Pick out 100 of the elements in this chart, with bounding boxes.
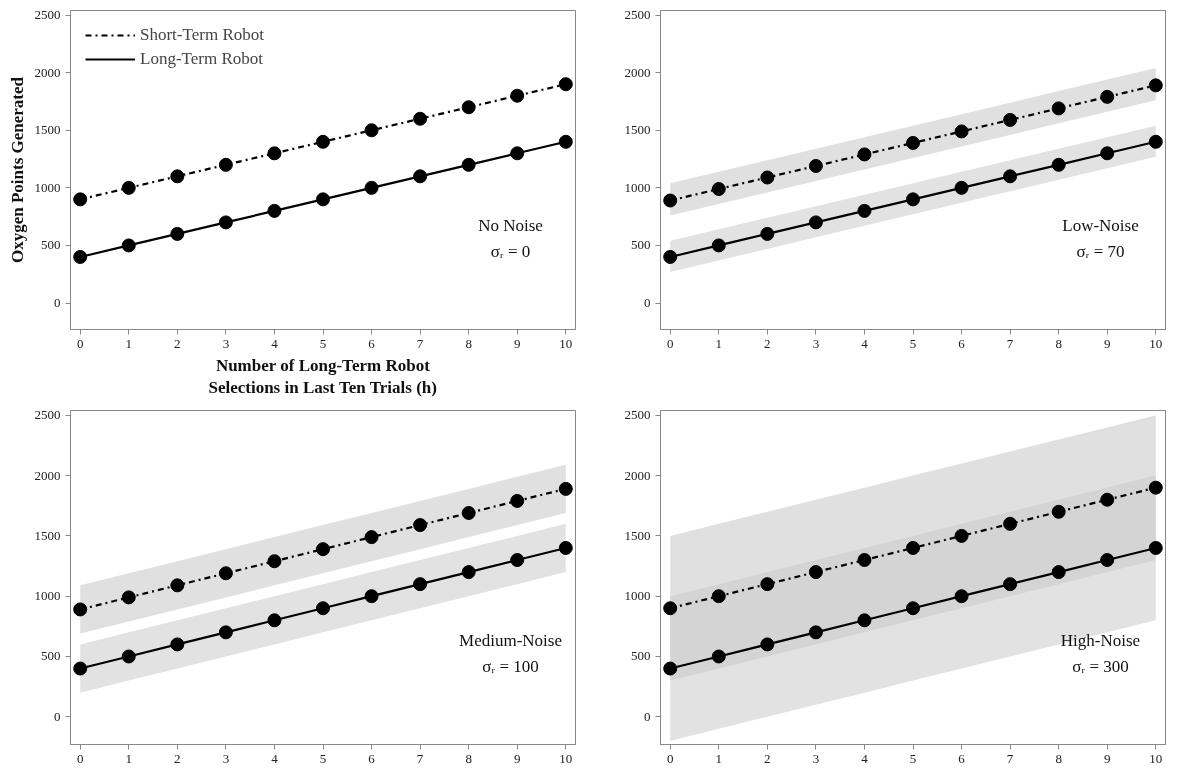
- x-tick-label: 2: [764, 750, 771, 766]
- x-tick-label: 9: [1103, 335, 1111, 351]
- point: [364, 180, 379, 195]
- x-tick-label: 1: [125, 335, 133, 351]
- point: [906, 135, 920, 150]
- point: [857, 613, 872, 628]
- point: [316, 134, 330, 149]
- annotation: Low-Noise: [1062, 215, 1139, 235]
- x-tick-label: 5: [319, 335, 327, 351]
- point: [267, 203, 282, 218]
- x-tick-label: 1: [715, 750, 723, 766]
- y-tick-label: 1000: [624, 179, 651, 195]
- y-axis-title: Oxygen Points Generated: [7, 76, 27, 264]
- point: [461, 506, 476, 520]
- point: [663, 661, 678, 676]
- point: [73, 192, 88, 207]
- point: [760, 226, 775, 241]
- point: [316, 192, 330, 207]
- x-tick-label: 1: [715, 335, 723, 351]
- point: [461, 100, 476, 115]
- legend-label: Short-Term Robot: [140, 25, 264, 45]
- point: [760, 170, 775, 185]
- point: [316, 601, 330, 616]
- annotation: No Noise: [478, 215, 543, 235]
- y-tick-label: 1500: [624, 527, 651, 543]
- x-tick-label: 4: [861, 750, 869, 766]
- point: [121, 649, 136, 664]
- x-tick-label: 3: [812, 335, 820, 351]
- point: [413, 518, 428, 533]
- point: [1003, 516, 1018, 531]
- x-tick-label: 4: [271, 335, 279, 351]
- annotation: Medium-Noise: [459, 630, 562, 650]
- x-tick-label: 5: [909, 335, 917, 351]
- point: [364, 589, 379, 604]
- point: [1100, 89, 1115, 104]
- x-tick-label: 3: [222, 335, 230, 351]
- point: [663, 193, 678, 208]
- point: [267, 146, 282, 161]
- point: [954, 180, 969, 195]
- legend-label: Long-Term Robot: [140, 49, 263, 69]
- x-tick-label: 9: [513, 750, 521, 766]
- point: [1148, 480, 1163, 495]
- point: [1051, 157, 1066, 172]
- point: [413, 169, 428, 184]
- annotation: High-Noise: [1060, 630, 1141, 650]
- point: [760, 637, 775, 652]
- y-tick-label: 2500: [34, 7, 61, 23]
- point: [267, 613, 282, 628]
- point: [906, 601, 920, 616]
- point: [558, 481, 573, 496]
- x-tick-label: 3: [812, 750, 820, 766]
- x-tick-label: 7: [416, 335, 424, 351]
- point: [1100, 492, 1115, 507]
- x-tick-label: 1: [125, 750, 133, 766]
- point: [1003, 577, 1018, 592]
- point: [73, 602, 88, 617]
- x-tick-label: 10: [559, 335, 573, 351]
- y-tick-label: 2000: [34, 467, 61, 483]
- point: [170, 169, 185, 184]
- y-tick-label: 500: [41, 648, 61, 664]
- point: [906, 192, 920, 207]
- point: [218, 566, 233, 581]
- y-tick-label: 0: [54, 295, 61, 311]
- point: [558, 134, 573, 149]
- point: [1100, 146, 1115, 161]
- y-tick-label: 0: [54, 708, 61, 724]
- point: [218, 157, 233, 172]
- x-tick-label: 4: [271, 750, 279, 766]
- x-tick-label: 0: [666, 335, 674, 351]
- x-tick-label: 7: [416, 750, 424, 766]
- annotation: σᵣ = 0: [490, 241, 531, 261]
- point: [121, 590, 136, 605]
- x-tick-label: 6: [958, 335, 966, 351]
- point: [170, 578, 185, 593]
- y-tick-label: 1000: [34, 179, 61, 195]
- y-tick-label: 2000: [624, 64, 651, 80]
- point: [170, 226, 185, 241]
- point: [316, 542, 330, 557]
- annotation: σᵣ = 300: [1072, 656, 1129, 676]
- y-tick-label: 1500: [34, 527, 61, 543]
- point: [218, 215, 233, 230]
- x-tick-label: 4: [861, 335, 869, 351]
- point: [218, 625, 233, 640]
- point: [857, 147, 872, 162]
- point: [510, 146, 525, 161]
- y-tick-label: 2500: [34, 407, 61, 423]
- x-tick-label: 0: [76, 335, 84, 351]
- point: [1003, 169, 1018, 184]
- point: [510, 493, 525, 508]
- point: [461, 565, 476, 580]
- point: [170, 637, 185, 652]
- point: [1148, 540, 1163, 555]
- x-tick-label: 6: [368, 750, 376, 766]
- point: [413, 577, 428, 592]
- x-tick-label: 3: [222, 750, 230, 766]
- y-tick-label: 500: [41, 237, 61, 253]
- point: [510, 553, 525, 567]
- y-tick-label: 1500: [34, 122, 61, 138]
- point: [73, 249, 88, 264]
- y-tick-label: 1000: [624, 588, 651, 604]
